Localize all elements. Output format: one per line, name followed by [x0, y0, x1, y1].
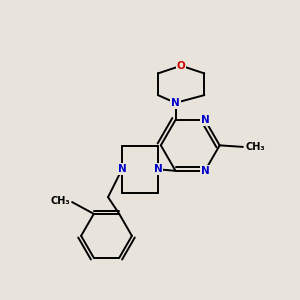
Text: N: N	[171, 98, 180, 108]
Text: N: N	[201, 166, 209, 176]
Text: CH₃: CH₃	[245, 142, 265, 152]
Text: CH₃: CH₃	[51, 196, 70, 206]
Text: O: O	[177, 61, 185, 71]
Text: N: N	[201, 115, 209, 125]
Text: N: N	[118, 164, 126, 174]
Text: N: N	[154, 164, 162, 174]
